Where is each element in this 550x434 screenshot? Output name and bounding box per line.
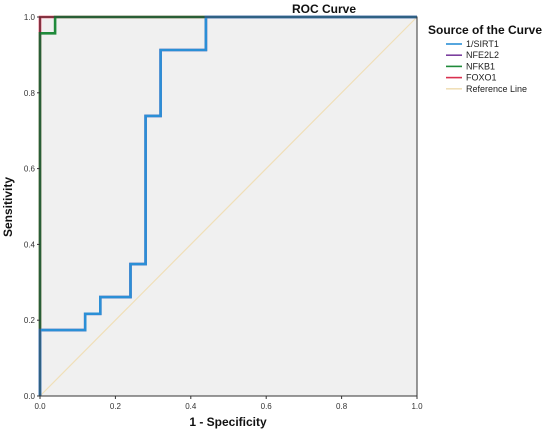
y-axis-title: Sensitivity (1, 177, 15, 237)
y-tick-label: 0.6 (24, 165, 36, 174)
legend-label: 1/SIRT1 (466, 39, 499, 49)
x-axis-title: 1 - Specificity (189, 415, 267, 429)
y-tick-label: 0.4 (24, 240, 36, 249)
series-line-reference-line (39, 16, 418, 397)
y-tick-label: 0.2 (24, 316, 36, 325)
y-axis-ticks: 0.0 0.2 0.4 0.6 0.8 1.0 (24, 13, 40, 401)
x-tick-label: 0.6 (261, 402, 273, 411)
x-tick-label: 0.8 (336, 402, 348, 411)
x-tick-label: 0.2 (110, 402, 122, 411)
y-tick-label: 0.8 (24, 89, 36, 98)
legend-label: NFKB1 (466, 61, 495, 71)
x-axis-ticks: 0.0 0.2 0.4 0.6 0.8 1.0 (34, 396, 423, 411)
x-tick-label: 1.0 (411, 402, 423, 411)
legend-label: Reference Line (466, 84, 527, 94)
plot-frame (39, 16, 418, 397)
legend-label: NFE2L2 (466, 50, 499, 60)
x-tick-label: 0.0 (34, 402, 46, 411)
y-tick-label: 1.0 (24, 13, 36, 22)
x-tick-label: 0.4 (185, 402, 197, 411)
y-tick-label: 0.0 (24, 392, 36, 401)
series-line-1-sirt1 (38, 15, 417, 396)
legend-title: Source of the Curve (428, 23, 542, 37)
legend-label: FOXO1 (466, 73, 497, 83)
chart-title: ROC Curve (292, 2, 356, 16)
